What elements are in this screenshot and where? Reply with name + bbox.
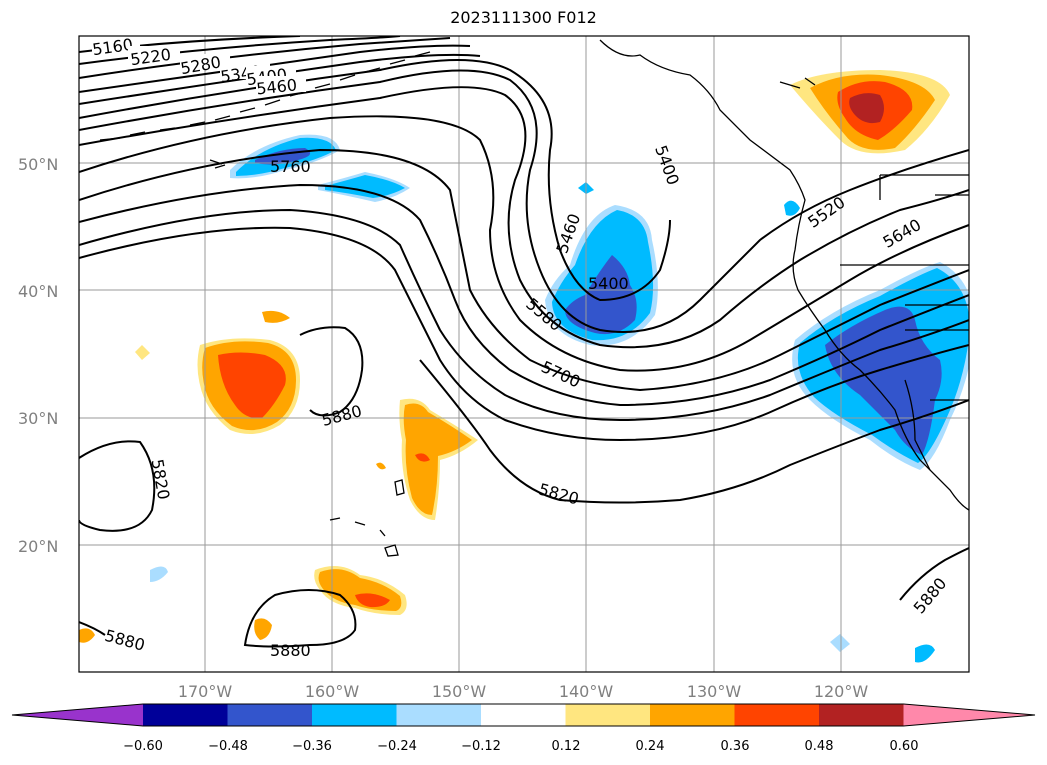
lat-label-30n: 30°N xyxy=(18,409,58,428)
colorbar-segment xyxy=(565,704,651,726)
colorbar-segment xyxy=(734,704,820,726)
colorbar-tick-label: 0.60 xyxy=(890,739,919,754)
colorbar-tick-label: 0.12 xyxy=(552,739,581,754)
height-contours xyxy=(79,36,969,648)
colorbar-segment xyxy=(481,704,566,726)
map-frame xyxy=(78,35,970,673)
colorbar-tick-label: −0.48 xyxy=(208,739,248,754)
lat-label-20n: 20°N xyxy=(18,537,58,556)
contour-label: 5160 xyxy=(91,35,134,59)
colorbar-tick-label: 0.48 xyxy=(805,739,834,754)
lon-label-160w: 160°W xyxy=(305,682,360,701)
lat-label-50n: 50°N xyxy=(18,155,58,174)
colorbar-tick-label: −0.60 xyxy=(123,739,163,754)
colorbar-tick-label: −0.24 xyxy=(377,739,417,754)
colorbar-extend-min xyxy=(12,704,143,726)
longitude-labels: 170°W 160°W 150°W 140°W 130°W 120°W xyxy=(178,682,869,701)
contour-label: 5400 xyxy=(588,274,629,293)
colorbar-extend-max xyxy=(903,704,1035,726)
colorbar xyxy=(11,703,1036,727)
contour-label: 5880 xyxy=(270,641,311,660)
colorbar-segment xyxy=(396,704,482,726)
colorbar-ticks: −0.60 −0.48 −0.36 −0.24 −0.12 0.12 0.24 … xyxy=(123,739,918,754)
colorbar-segment xyxy=(819,704,904,726)
lon-label-120w: 120°W xyxy=(814,682,869,701)
lon-label-170w: 170°W xyxy=(178,682,233,701)
colorbar-tick-label: 0.24 xyxy=(636,739,665,754)
lon-label-150w: 150°W xyxy=(432,682,487,701)
contour-label: 5760 xyxy=(270,157,311,176)
lon-label-130w: 130°W xyxy=(687,682,742,701)
latitude-labels: 50°N 40°N 30°N 20°N xyxy=(18,155,58,556)
map-title: 2023111300 F012 xyxy=(450,8,597,27)
colorbar-tick-label: −0.36 xyxy=(292,739,332,754)
lat-label-40n: 40°N xyxy=(18,282,58,301)
colorbar-segment xyxy=(227,704,313,726)
colorbar-segment xyxy=(650,704,735,726)
colorbar-segment xyxy=(312,704,397,726)
lon-label-140w: 140°W xyxy=(559,682,614,701)
contour-label: 5460 xyxy=(255,75,297,98)
colorbar-segment xyxy=(143,704,228,726)
colorbar-outline xyxy=(11,703,1036,727)
colorbar-tick-label: 0.36 xyxy=(721,739,750,754)
colorbar-tick-label: −0.12 xyxy=(461,739,501,754)
